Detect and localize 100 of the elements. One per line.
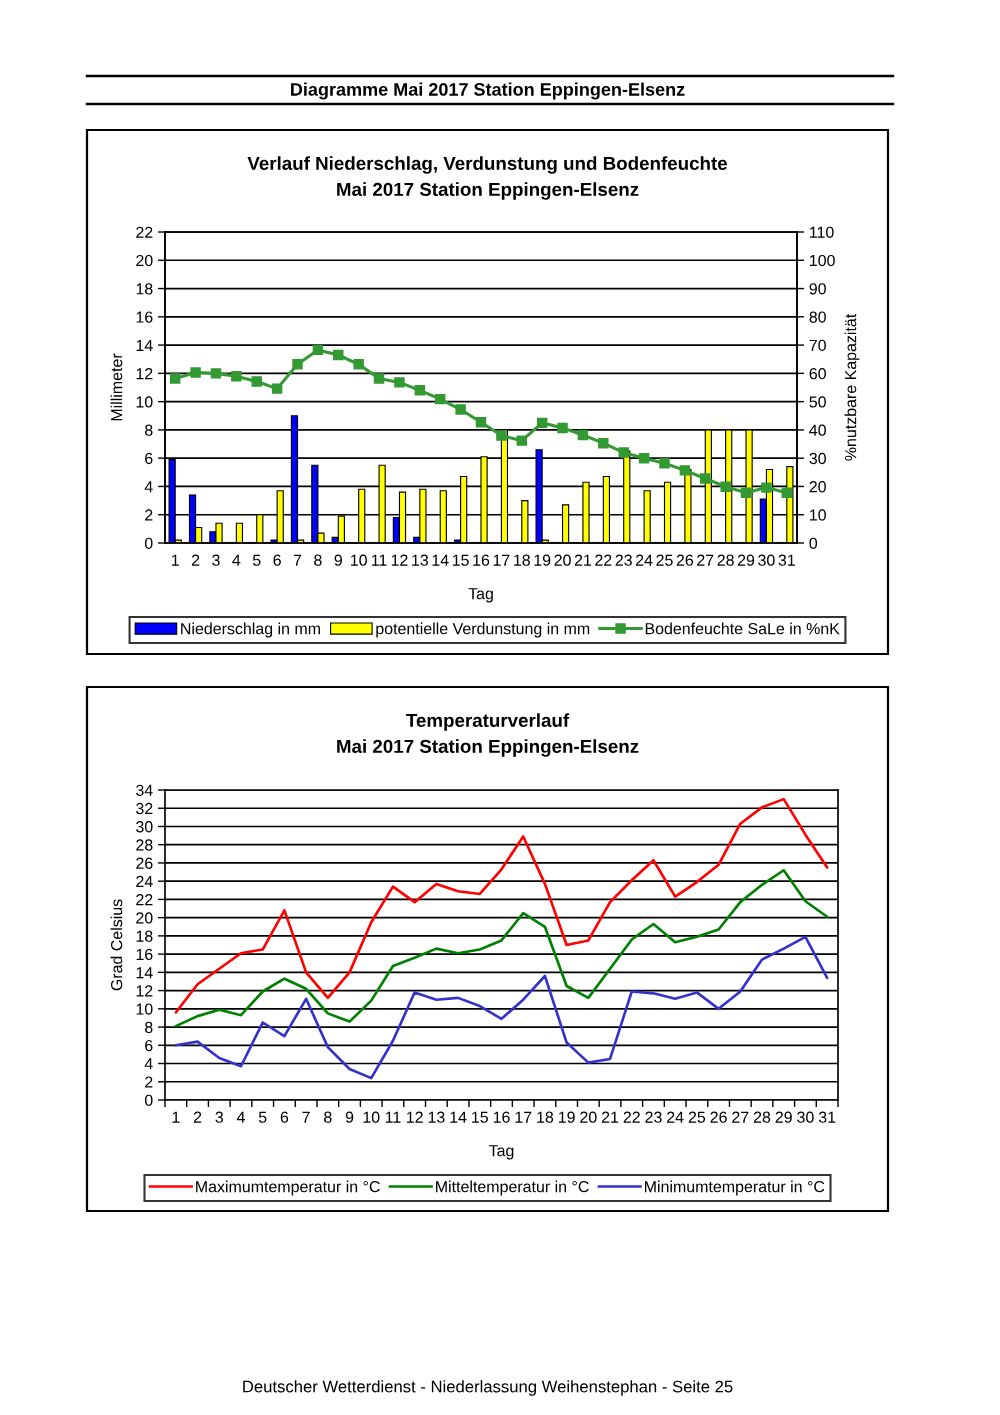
y-tick-label: 24 [136,875,153,887]
y2-tick-label: 0 [809,537,818,549]
x-tick-label: 1 [172,1111,180,1123]
x-tick-label: 6 [280,1111,289,1123]
x-tick-label: 10 [363,1111,380,1123]
y-tick-label: 18 [136,930,153,942]
x-tick-label: 11 [371,554,387,566]
line-series [174,868,829,1028]
x-tick-label: 4 [232,554,241,566]
x-tick-label: 16 [493,1111,510,1123]
x-tick-label: 24 [667,1111,684,1123]
x-tick-label: 17 [515,1111,532,1123]
line-series [174,935,829,1080]
x-tick-label: 8 [314,554,322,566]
point [455,404,466,415]
x-tick-label: 31 [778,554,795,566]
x-tick-label: 4 [236,1111,245,1123]
point [740,487,752,498]
x-tick-label: 1 [171,554,179,566]
point [169,373,181,384]
point [496,430,507,441]
text: Deutscher Wetterdienst - Niederlassung Weihenstephan - Seite 25 [243,1380,733,1396]
y2-tick-label: 70 [809,339,826,352]
chart-title: Temperaturverlauf [406,713,570,731]
point [251,376,262,387]
y-tick-label: 10 [136,1003,153,1015]
y-tick-label: 14 [136,339,153,351]
point [475,417,487,428]
y2-tick-label: 40 [809,424,826,436]
y-tick-label: 6 [145,1039,153,1052]
y-tick-label: 0 [144,537,153,549]
y-axis-title: Grad Celsius [110,899,123,991]
x-tick-label: 19 [558,1111,575,1123]
x-tick-label: 27 [732,1111,749,1123]
line-series [174,797,829,1014]
x-tick-label: 24 [636,554,653,566]
y-tick-label: 32 [136,802,153,815]
x-axis-title: Tag [468,588,493,603]
y-tick-label: 8 [145,424,153,436]
y-tick-label: 30 [136,821,153,833]
point [618,447,629,458]
y-tick-label: 22 [136,894,153,906]
point [598,437,609,449]
y2-tick-label: 80 [809,311,826,323]
y2-tick-label: 100 [810,254,835,267]
point [761,482,772,493]
y-tick-label: 12 [136,985,153,997]
x-tick-label: 9 [334,554,342,566]
y-tick-label: 28 [136,839,153,851]
legend-label: Minimumtemperatur in °C [645,1180,825,1196]
point [353,359,364,370]
x-tick-label: 6 [273,554,281,566]
x-tick-label: 15 [472,1111,488,1123]
x-tick-label: 10 [351,554,367,566]
y-tick-label: 10 [136,396,153,408]
point [271,383,283,394]
x-tick-label: 23 [615,554,632,566]
x-tick-label: 21 [574,554,592,566]
point [333,349,344,361]
y2-tick-label: 10 [810,509,826,521]
point [700,473,711,484]
x-tick-label: 11 [385,1111,401,1123]
point [292,359,303,370]
x-tick-label: 27 [697,554,714,566]
x-tick-label: 3 [212,554,220,566]
x-tick-label: 29 [737,554,755,566]
x-tick-label: 25 [656,554,673,566]
y-tick-label: 4 [144,1058,153,1070]
legend-label: Maximumtemperatur in °C [196,1180,380,1196]
x-tick-label: 26 [676,554,694,566]
chart-subtitle: Mai 2017 Station Eppingen-Elsenz [337,182,639,200]
point [536,417,548,429]
x-tick-label: 14 [432,554,449,566]
point [414,385,426,396]
legend-label: Bodenfeuchte SaLe in %nK [645,622,840,635]
point [720,481,731,492]
point [190,367,201,378]
point [373,373,385,384]
point [231,370,242,382]
point [638,452,650,464]
x-tick-label: 22 [595,554,612,566]
x-tick-label: 26 [710,1111,727,1123]
x-tick-label: 17 [493,554,510,566]
y-tick-label: 16 [136,311,153,323]
x-tick-label: 7 [302,1111,310,1123]
x-tick-label: 3 [215,1111,224,1123]
y-tick-label: 22 [136,226,153,238]
point [435,393,446,405]
point [516,435,527,446]
text: Diagramme Mai 2017 Station Eppingen-Elsenz [291,82,685,100]
x-tick-label: 18 [537,1111,554,1123]
y-tick-label: 4 [144,481,153,493]
y-tick-label: 20 [136,254,153,267]
y-tick-label: 20 [136,912,153,924]
x-tick-label: 20 [580,1111,597,1123]
y-tick-label: 16 [136,948,153,961]
x-tick-label: 14 [450,1111,467,1123]
x-tick-label: 2 [191,554,200,566]
y2-tick-label: 60 [809,368,826,380]
chart-title: Verlauf Niederschlag, Verdunstung und Bodenfeuchte [247,156,728,174]
